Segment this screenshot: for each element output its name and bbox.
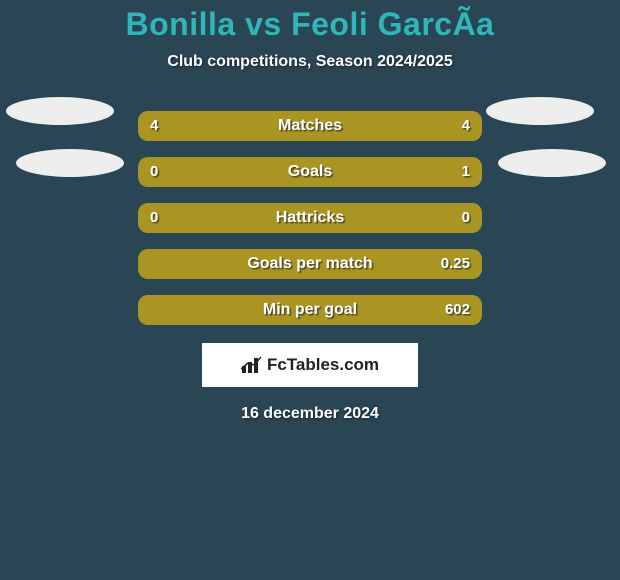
stat-row: Goals per match0.25 bbox=[0, 249, 620, 279]
date-text: 16 december 2024 bbox=[0, 405, 620, 423]
bars-icon bbox=[241, 356, 263, 374]
stat-row: Matches4 4 bbox=[0, 111, 620, 141]
infographic-root: Bonilla vs Feoli GarcÃ­a Club competitio… bbox=[0, 0, 620, 423]
page-title: Bonilla vs Feoli GarcÃ­a bbox=[0, 6, 620, 43]
stat-row: Hattricks0 0 bbox=[0, 203, 620, 233]
stat-value-right: 602 bbox=[445, 295, 470, 325]
stat-value-right: 4 bbox=[462, 111, 470, 141]
stats-area: Matches44Goals01Hattricks00Goals per mat… bbox=[0, 111, 620, 325]
stat-row: Goals0 1 bbox=[0, 157, 620, 187]
brand-badge: FcTables.com bbox=[202, 343, 418, 387]
stat-value-right: 0.25 bbox=[441, 249, 470, 279]
stat-value-right: 0 bbox=[462, 203, 470, 233]
brand-text: FcTables.com bbox=[241, 355, 379, 375]
stat-label: Goals bbox=[138, 157, 482, 187]
stat-value-right: 1 bbox=[462, 157, 470, 187]
page-subtitle: Club competitions, Season 2024/2025 bbox=[0, 53, 620, 71]
stat-label: Matches bbox=[138, 111, 482, 141]
stat-label: Goals per match bbox=[138, 249, 482, 279]
stat-value-left: 0 bbox=[150, 203, 158, 233]
brand-label: FcTables.com bbox=[267, 355, 379, 375]
stat-label: Min per goal bbox=[138, 295, 482, 325]
stat-value-left: 0 bbox=[150, 157, 158, 187]
stat-value-left: 4 bbox=[150, 111, 158, 141]
stat-row: Min per goal602 bbox=[0, 295, 620, 325]
stat-label: Hattricks bbox=[138, 203, 482, 233]
